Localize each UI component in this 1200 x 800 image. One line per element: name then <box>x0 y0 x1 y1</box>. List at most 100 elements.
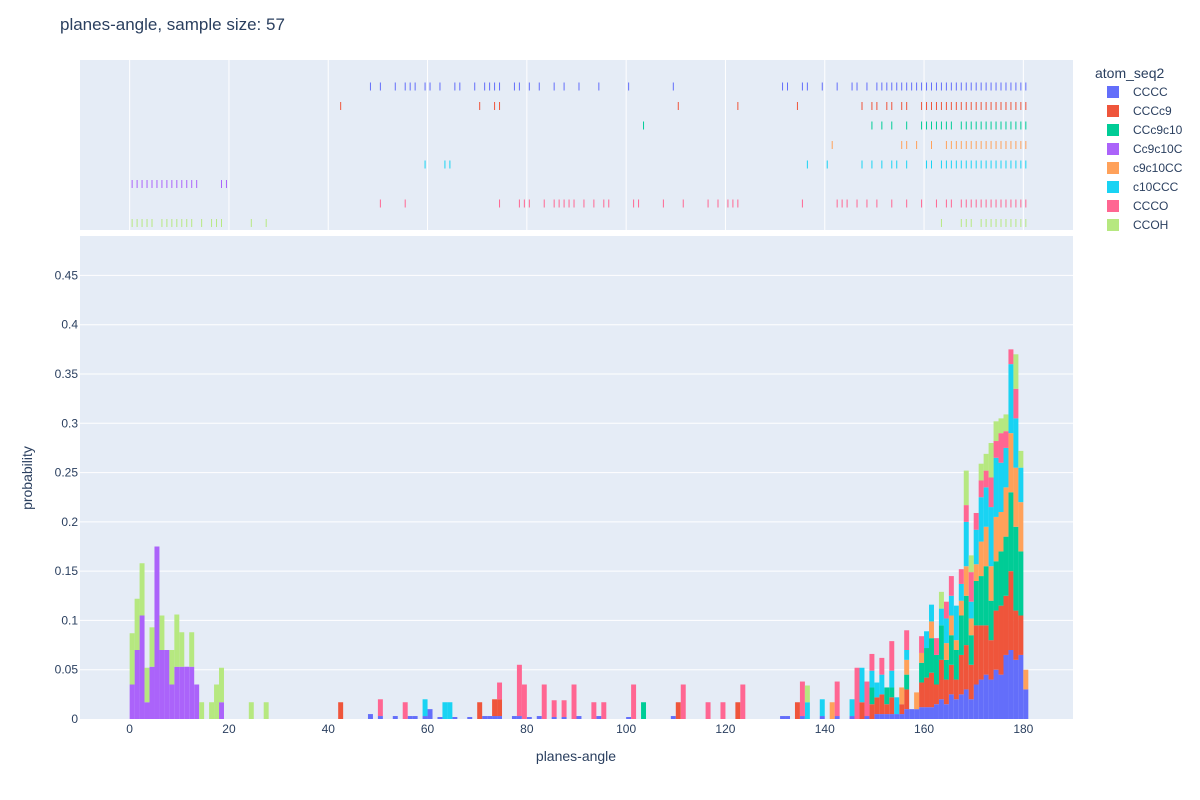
histogram-bar-cc9c10c <box>219 702 224 719</box>
histogram-bar-ccc9c10 <box>1003 536 1009 596</box>
rug-plot-background <box>80 60 1073 230</box>
histogram-bar-ccco <box>993 441 999 458</box>
histogram-bar-cccc <box>670 716 676 719</box>
histogram-bar-ccco <box>973 512 979 530</box>
histogram-bar-cccc <box>1018 654 1024 719</box>
histogram-bar-ccc9c10 <box>869 687 875 705</box>
histogram-bar-ccc9c10 <box>973 581 979 626</box>
histogram-bar-ccco <box>551 700 557 718</box>
histogram-bar-c9c10cc <box>1003 487 1009 537</box>
histogram-bar-cccc9 <box>929 672 934 708</box>
histogram-bar-cc9c10c <box>184 666 190 719</box>
histogram-bar-cccc <box>973 684 979 719</box>
histogram-bar-ccc9c10 <box>978 576 984 626</box>
histogram-bar-ccco <box>521 684 527 719</box>
y-tick-label: 0.1 <box>61 613 78 627</box>
x-tick-labels: 0 20 40 60 80 100 120 140 160 180 <box>126 722 1033 736</box>
histogram-bar-ccc9c10 <box>889 687 895 698</box>
histogram-bar-ccco <box>943 601 949 619</box>
histogram-bar-cccc <box>919 707 925 719</box>
histogram-bar-cccc <box>879 714 885 719</box>
histogram-bar-ccoh <box>129 633 135 685</box>
histogram-bar-cccc <box>412 716 418 719</box>
y-tick-label: 0 <box>71 712 78 726</box>
histogram-bar-cccc <box>988 679 994 719</box>
histogram-bar-cccc <box>561 717 567 719</box>
histogram-bars <box>129 349 1029 719</box>
histogram-bar-ccco <box>705 702 711 719</box>
histogram-bar-cccc <box>968 699 974 719</box>
legend: atom_seq2 CCCC CCCc9 CCc9c10 Cc9c10C c9c10CC… <box>1095 65 1183 232</box>
histogram-bar-cccc <box>874 714 880 719</box>
histogram-bar-c9c10cc <box>1008 433 1014 493</box>
histogram-bar-cc9c10c <box>174 666 180 719</box>
rug-gridlines <box>129 60 1024 230</box>
histogram-bar-cccc <box>953 699 959 719</box>
histogram-bar-c10ccc <box>943 618 949 644</box>
histogram-bar-cc9c10c <box>169 684 175 719</box>
histogram-bar-ccc9c10 <box>1013 526 1019 611</box>
histogram-bar-cccc <box>983 674 989 719</box>
y-tick-label: 0.25 <box>55 466 79 480</box>
histogram-bar-cccc <box>437 717 443 719</box>
histogram-bar-c10ccc <box>968 601 974 619</box>
histogram-bar-cccc9 <box>943 679 949 705</box>
histogram-bar-cccc <box>427 709 433 719</box>
histogram-bar-ccco <box>879 657 885 675</box>
histogram-bar-c10ccc <box>993 457 999 517</box>
histogram-bar-cccc <box>497 716 503 719</box>
legend-title: atom_seq2 <box>1095 65 1164 81</box>
histogram-bar-cccc9 <box>1003 595 1009 655</box>
histogram-bar-ccco <box>680 684 686 719</box>
histogram-bar-cccc <box>933 704 939 719</box>
histogram-bar-ccco <box>377 699 383 717</box>
histogram-bar-ccc9c10 <box>983 566 989 626</box>
histogram-bar-cccc9 <box>869 704 875 719</box>
histogram-bar-c9c10cc <box>973 564 979 581</box>
histogram-bar-cccc <box>993 669 999 719</box>
histogram-bar-ccco <box>968 572 974 602</box>
histogram-bar-cccc <box>943 704 949 719</box>
histogram-bar-cccc9 <box>1013 610 1019 660</box>
histogram-bar-ccoh <box>1013 354 1019 389</box>
histogram-bar-c10ccc <box>894 697 900 715</box>
histogram-bar-c10ccc <box>948 595 954 616</box>
histogram-bar-ccco <box>983 470 989 488</box>
histogram-bar-cccc9 <box>933 684 939 705</box>
histogram-bar-cccc <box>864 716 870 719</box>
legend-label-cccc: CCCC <box>1133 85 1168 99</box>
histogram-bar-ccoh <box>174 614 180 667</box>
legend-swatch-cccc9 <box>1107 105 1119 117</box>
histogram-bar-ccc9c10 <box>884 687 890 705</box>
chart-title: planes-angle, sample size: 57 <box>60 15 285 34</box>
histogram-bar-ccoh <box>169 650 175 685</box>
histogram-bar-ccco <box>516 664 522 717</box>
legend-label-ccco: CCCO <box>1133 199 1168 213</box>
histogram-bar-ccoh <box>968 555 974 573</box>
histogram-bar-ccc9c10 <box>919 662 925 683</box>
histogram-bar-ccoh <box>134 598 140 650</box>
histogram-bar-ccco <box>402 702 408 719</box>
histogram-bar-cc9c10c <box>194 684 200 719</box>
histogram-bar-cccc <box>958 694 964 719</box>
histogram-bar-c9c10cc <box>948 615 954 636</box>
histogram-bar-cccc9 <box>735 702 741 719</box>
histogram-bar-ccoh <box>209 702 215 719</box>
histogram-bar-ccoh <box>1018 450 1024 468</box>
histogram-bar-c10ccc <box>958 583 964 601</box>
histogram-bar-c9c10cc <box>978 541 984 577</box>
histogram-bar-cccc9 <box>938 659 944 700</box>
histogram-bar-cccc <box>948 694 954 719</box>
legend-label-ccoh: CCOH <box>1133 218 1168 232</box>
histogram-bar-cccc <box>367 714 373 719</box>
histogram-bar-c10ccc <box>879 674 885 695</box>
histogram-bar-cccc9 <box>794 702 800 719</box>
histogram-bar-ccoh <box>998 418 1004 434</box>
histogram-bar-ccco <box>571 684 577 719</box>
histogram-bar-ccc9c10 <box>938 625 944 660</box>
histogram-bar-ccoh <box>993 421 999 442</box>
histogram-bar-cccc <box>1023 689 1029 719</box>
histogram-bar-ccco <box>988 477 994 508</box>
histogram-bar-c10ccc <box>953 605 959 641</box>
histogram-bar-cccc9 <box>492 699 498 717</box>
